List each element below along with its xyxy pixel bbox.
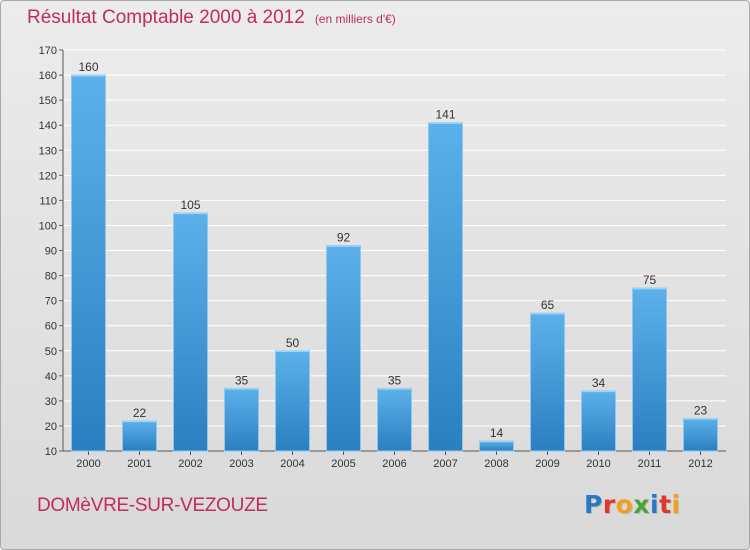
x-tick-label: 2012: [688, 458, 712, 470]
y-tick-label: 80: [45, 271, 57, 283]
y-tick-label: 40: [45, 371, 57, 383]
bar: [326, 244, 361, 452]
logo-letter: t: [659, 490, 672, 519]
bar: [428, 122, 463, 452]
commune-name: DOMèVRE-SUR-VEZOUZE: [37, 495, 268, 516]
logo-letter: i: [650, 490, 660, 519]
y-tick-label: 90: [45, 246, 57, 258]
bar: [530, 312, 565, 452]
x-tick-label: 2002: [178, 458, 202, 470]
x-tick-label: 2001: [127, 458, 151, 470]
y-tick-label: 170: [39, 45, 57, 57]
x-tick-label: 2005: [331, 458, 355, 470]
logo-letter: i: [671, 490, 681, 519]
y-tick-label: 50: [45, 346, 57, 358]
data-label: 14: [490, 426, 504, 440]
bar: [479, 440, 514, 452]
y-tick-label: 10: [45, 446, 57, 458]
chart-title-block: Résultat Comptable 2000 à 2012 (en millie…: [27, 7, 396, 29]
bar: [122, 420, 157, 452]
y-tick-label: 160: [39, 70, 57, 82]
bar: [71, 74, 106, 452]
y-tick-label: 30: [45, 396, 57, 408]
bar: [275, 350, 310, 452]
data-label: 22: [133, 406, 147, 420]
data-label: 50: [286, 336, 300, 350]
data-label: 23: [694, 403, 708, 417]
x-tick-label: 2004: [280, 458, 304, 470]
y-tick-label: 140: [39, 120, 57, 132]
data-label: 75: [643, 273, 657, 287]
y-tick-label: 120: [39, 170, 57, 182]
x-tick-label: 2011: [638, 458, 662, 470]
x-tick-label: 2003: [229, 458, 253, 470]
data-label: 141: [435, 108, 455, 122]
y-tick-label: 100: [39, 220, 57, 232]
bar: [581, 390, 616, 452]
x-tick-label: 2009: [535, 458, 559, 470]
chart-subtitle: (en milliers d'€): [314, 12, 396, 26]
proxiti-logo: Proxiti: [584, 490, 681, 519]
x-tick-label: 2010: [586, 458, 610, 470]
x-tick-label: 2006: [382, 458, 406, 470]
logo-letter: x: [633, 490, 650, 519]
data-label: 105: [180, 198, 200, 212]
logo-letter: P: [584, 490, 603, 519]
bar: [224, 387, 259, 452]
y-tick-label: 20: [45, 421, 57, 433]
data-label: 160: [78, 60, 98, 74]
bar: [377, 387, 412, 452]
x-tick-label: 2007: [433, 458, 457, 470]
y-tick-label: 70: [45, 296, 57, 308]
chart-title: Résultat Comptable 2000 à 2012: [27, 7, 305, 28]
bar: [173, 212, 208, 452]
data-label: 34: [592, 376, 606, 390]
bar: [632, 287, 667, 452]
data-label: 35: [235, 373, 249, 387]
data-label: 35: [388, 373, 402, 387]
x-tick-label: 2000: [76, 458, 100, 470]
x-tick-label: 2008: [484, 458, 508, 470]
y-tick-label: 150: [39, 95, 57, 107]
data-label: 92: [337, 230, 351, 244]
data-label: 65: [541, 298, 555, 312]
logo-letter: r: [602, 490, 616, 519]
bar: [683, 417, 718, 452]
logo-letter: o: [615, 490, 634, 519]
y-tick-label: 110: [39, 195, 57, 207]
y-tick-label: 60: [45, 321, 57, 333]
y-tick-label: 130: [39, 145, 57, 157]
